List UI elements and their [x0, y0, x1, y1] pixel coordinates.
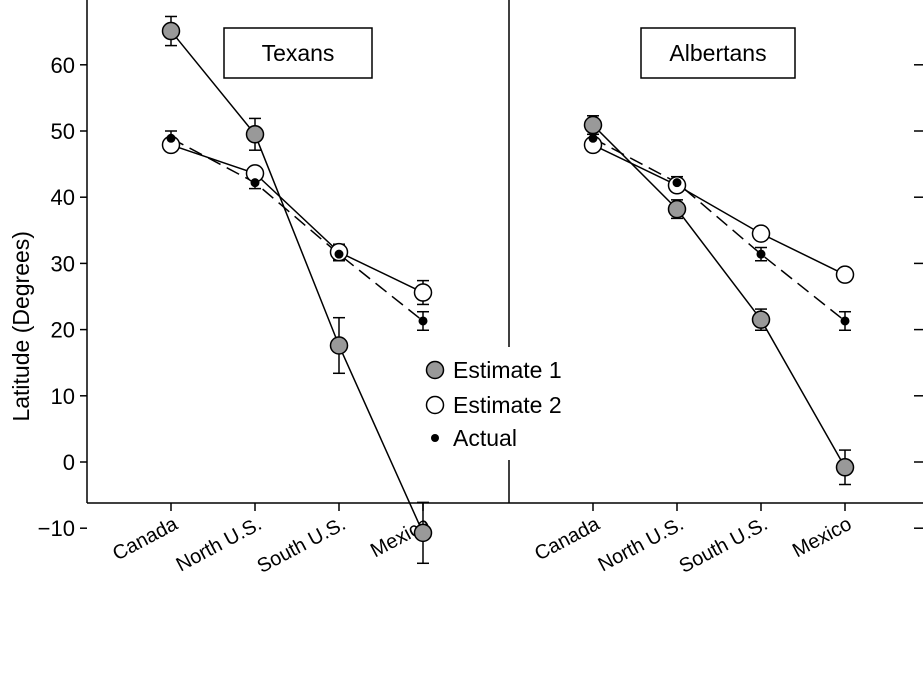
- x-tick-label: North U.S.: [173, 513, 266, 576]
- point-estimate-1: [583, 115, 603, 135]
- point-actual: [588, 133, 598, 143]
- point-actual: [166, 133, 176, 143]
- y-tick-label: 50: [51, 119, 75, 144]
- point-estimate-1: [667, 199, 687, 219]
- point-estimate-1: [161, 21, 181, 41]
- legend: Estimate 1 Estimate 2 Actual: [415, 347, 584, 460]
- x-tick-label: South U.S.: [254, 513, 350, 578]
- y-tick-label: 0: [63, 450, 75, 475]
- point-estimate-2: [413, 283, 433, 302]
- point-estimate-2: [751, 224, 771, 243]
- legend-label: Actual: [453, 425, 517, 451]
- point-estimate-1: [245, 125, 265, 144]
- series-line-estimate-2: [170, 144, 424, 294]
- x-tick-label: South U.S.: [676, 513, 772, 578]
- series-line-estimate-2: [592, 144, 846, 276]
- point-actual: [334, 249, 344, 259]
- point-estimate-1: [835, 458, 855, 477]
- x-tick-label: North U.S.: [595, 513, 688, 576]
- panel-texans: Texans: [161, 15, 433, 565]
- legend-marker-estimate-1: [425, 360, 445, 380]
- point-actual: [840, 316, 850, 326]
- y-tick-label: 10: [51, 384, 75, 409]
- point-actual: [756, 249, 766, 259]
- legend-label: Estimate 2: [453, 392, 562, 418]
- point-actual: [250, 178, 260, 188]
- y-tick-label: 20: [51, 318, 75, 343]
- legend-label: Estimate 1: [453, 357, 562, 383]
- panel-albertans: Albertans: [583, 27, 855, 486]
- point-actual: [672, 178, 682, 188]
- series-line-actual: [592, 137, 846, 322]
- x-tick-label: Canada: [531, 513, 604, 566]
- point-estimate-1: [751, 310, 771, 329]
- panel-title-box: [640, 27, 796, 79]
- point-estimate-2: [835, 265, 855, 284]
- series-line-estimate-1: [170, 30, 424, 534]
- panel-title-box: [223, 27, 373, 79]
- y-tick-label: 30: [51, 251, 75, 276]
- x-tick-label: Mexico: [789, 513, 855, 562]
- y-tick-label: −10: [38, 516, 75, 541]
- point-actual: [418, 316, 428, 326]
- point-estimate-1: [413, 523, 433, 543]
- y-tick-label: 60: [51, 53, 75, 78]
- point-estimate-1: [329, 336, 349, 355]
- series-line-actual: [170, 137, 424, 322]
- panel-title: Albertans: [669, 40, 766, 66]
- y-axis-title: Latitude (Degrees): [8, 231, 34, 422]
- y-tick-label: 40: [51, 185, 75, 210]
- panel-title: Texans: [262, 40, 335, 66]
- legend-marker-estimate-2: [425, 395, 445, 415]
- legend-marker-actual: [431, 434, 439, 442]
- x-tick-label: Canada: [109, 513, 182, 566]
- series-line-estimate-1: [592, 124, 846, 468]
